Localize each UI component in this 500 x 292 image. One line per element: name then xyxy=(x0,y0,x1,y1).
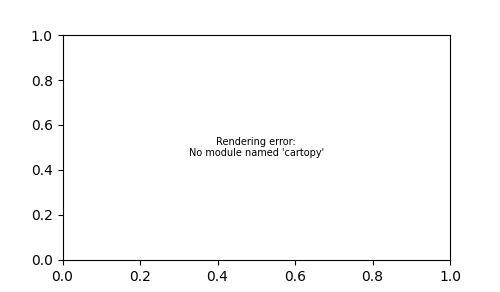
Text: Rendering error:
No module named 'cartopy': Rendering error: No module named 'cartop… xyxy=(188,137,324,158)
